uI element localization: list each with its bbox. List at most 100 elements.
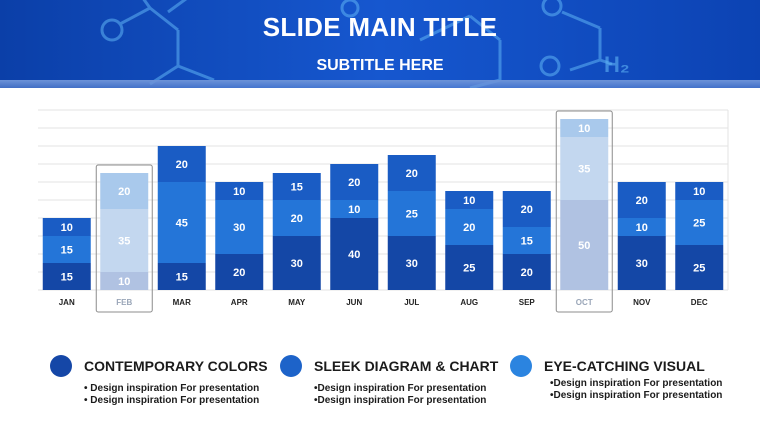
data-label: 10 — [578, 123, 590, 135]
x-tick-label: SEP — [519, 298, 536, 307]
legend-dot — [510, 355, 532, 377]
data-label: 25 — [406, 209, 418, 221]
bar-segment — [157, 182, 206, 263]
monthly-stacked-bar-chart: 15 15 10 JAN 10 35 20 FEB 15 45 20 MAR 20 30 10 APR 30 20… — [38, 109, 729, 313]
data-label: 15 — [291, 182, 303, 194]
legend-description: •Design inspiration For presentation — [314, 395, 487, 406]
data-label: 10 — [61, 222, 73, 234]
bar-segment — [100, 209, 149, 272]
slide-title: SLIDE MAIN TITLE — [262, 12, 498, 42]
bar-segment — [157, 146, 206, 182]
bar-segment — [100, 173, 149, 209]
bar-segment — [330, 200, 379, 218]
data-label: 15 — [521, 236, 533, 248]
bar-segment — [617, 182, 666, 218]
bar-segment — [560, 137, 609, 200]
legend-title: SLEEK DIAGRAM & CHART — [314, 358, 499, 374]
bar-segment — [387, 236, 436, 290]
data-label: 30 — [636, 258, 648, 270]
bar-segment — [675, 182, 724, 200]
data-label: 50 — [578, 240, 590, 252]
legend-title: CONTEMPORARY COLORS — [84, 358, 268, 374]
bar-segment — [330, 164, 379, 200]
bar-segment — [42, 218, 91, 236]
data-label: 20 — [636, 195, 648, 207]
slide-header: H₂ SLIDE MAIN TITLE SUBTITLE HERE — [0, 0, 760, 88]
bar-segment — [387, 155, 436, 191]
bar-segment — [502, 191, 551, 227]
data-label: 15 — [176, 272, 188, 284]
data-label: 10 — [233, 186, 245, 198]
legend-description: •Design inspiration For presentation — [314, 383, 487, 394]
x-tick-label: MAR — [173, 298, 191, 307]
h2-glyph: H₂ — [604, 52, 630, 77]
legend-description: • Design inspiration For presentation — [84, 383, 260, 394]
bar-segment — [42, 263, 91, 290]
data-label: 10 — [463, 195, 475, 207]
bar-segment — [445, 191, 494, 209]
data-label: 10 — [348, 204, 360, 216]
data-label: 20 — [348, 177, 360, 189]
data-label: 25 — [693, 263, 705, 275]
data-label: 35 — [118, 236, 130, 248]
x-tick-label: JUL — [404, 298, 419, 307]
data-label: 25 — [693, 218, 705, 230]
data-label: 20 — [406, 168, 418, 180]
data-label: 10 — [693, 186, 705, 198]
data-label: 20 — [463, 222, 475, 234]
legend-dot — [280, 355, 302, 377]
bar-segment — [617, 236, 666, 290]
legend-title: EYE-CATCHING VISUAL — [544, 358, 705, 374]
bar-segment — [215, 254, 264, 290]
data-label: 20 — [233, 267, 245, 279]
bar-segment — [445, 209, 494, 245]
bar-segment — [330, 218, 379, 290]
x-tick-label: FEB — [116, 298, 132, 307]
bar-segment — [560, 200, 609, 290]
highlight-frame — [95, 164, 153, 313]
data-label: 10 — [636, 222, 648, 234]
bar-segment — [42, 236, 91, 263]
bar-segment — [272, 200, 321, 236]
data-label: 10 — [118, 276, 130, 288]
bar-segment — [157, 263, 206, 290]
data-label: 45 — [176, 218, 188, 230]
data-label: 30 — [291, 258, 303, 270]
legend-description: • Design inspiration For presentation — [84, 395, 260, 406]
bar-segment — [560, 119, 609, 137]
data-label: 25 — [463, 263, 475, 275]
x-tick-label: AUG — [460, 298, 478, 307]
header-fade — [0, 80, 760, 88]
bar-segment — [502, 254, 551, 290]
data-label: 20 — [118, 186, 130, 198]
x-tick-label: APR — [231, 298, 248, 307]
bar-segment — [100, 272, 149, 290]
bar-segment — [215, 200, 264, 254]
bar-segment — [387, 191, 436, 236]
bar-segment — [617, 218, 666, 236]
x-tick-label: DEC — [691, 298, 708, 307]
data-label: 30 — [233, 222, 245, 234]
bar-segment — [675, 245, 724, 290]
legend-description: •Design inspiration For presentation — [550, 390, 723, 401]
data-label: 20 — [521, 267, 533, 279]
bar-segment — [272, 173, 321, 200]
legend-description: •Design inspiration For presentation — [550, 378, 723, 389]
x-tick-label: MAY — [288, 298, 306, 307]
slide-subtitle: SUBTITLE HERE — [316, 57, 444, 74]
data-label: 20 — [521, 204, 533, 216]
x-tick-label: OCT — [576, 298, 593, 307]
legend-dot — [50, 355, 72, 377]
bar-segment — [445, 245, 494, 290]
data-label: 15 — [61, 272, 73, 284]
x-tick-label: NOV — [633, 298, 651, 307]
data-label: 35 — [578, 164, 590, 176]
x-tick-label: JAN — [59, 298, 75, 307]
bar-segment — [215, 182, 264, 200]
highlight-frame — [555, 110, 613, 313]
data-label: 15 — [61, 245, 73, 257]
bar-segment — [272, 236, 321, 290]
data-label: 40 — [348, 249, 360, 261]
bar-segment — [502, 227, 551, 254]
x-tick-label: JUN — [346, 298, 362, 307]
